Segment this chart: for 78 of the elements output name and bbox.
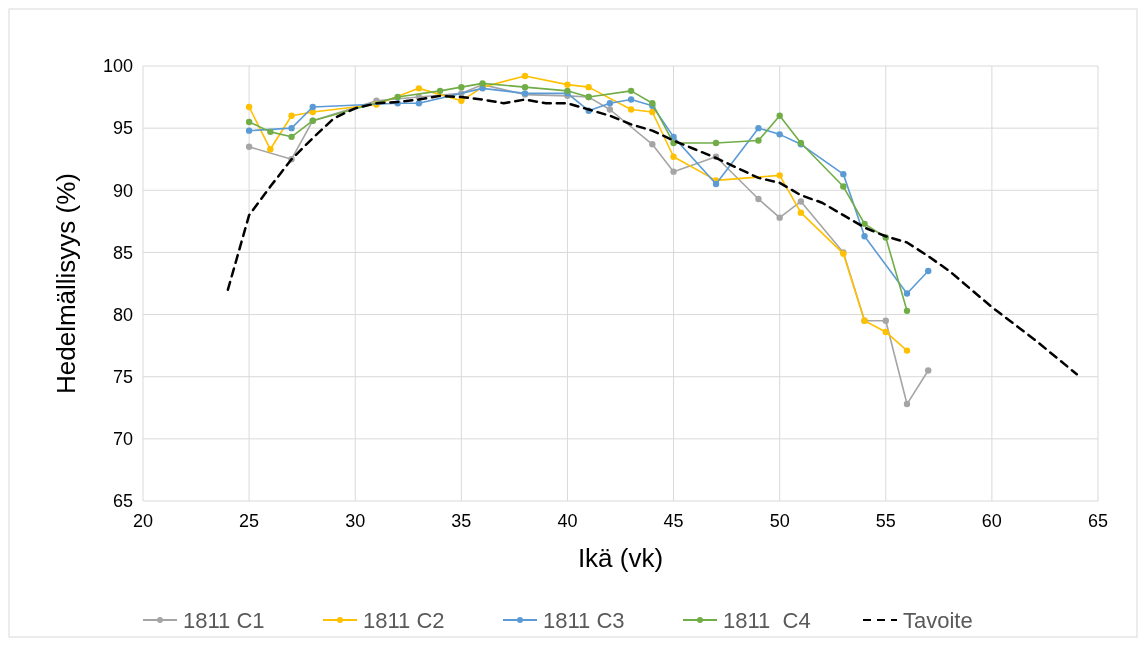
point <box>649 141 656 148</box>
x-tick-label: 65 <box>1087 511 1109 531</box>
y-tick-label: 70 <box>112 429 133 450</box>
x-tick-label: 25 <box>239 511 260 531</box>
point <box>882 317 889 324</box>
point <box>245 103 253 111</box>
point <box>458 97 465 104</box>
point <box>564 81 571 88</box>
point <box>755 124 762 132</box>
point <box>521 83 529 91</box>
point <box>776 112 783 119</box>
point <box>245 127 253 134</box>
point <box>861 220 868 228</box>
point <box>309 103 316 111</box>
x-tick-label: 20 <box>132 511 154 531</box>
point <box>925 267 932 275</box>
point <box>267 128 274 136</box>
y-tick-label: 85 <box>112 242 133 263</box>
y-tick-label: 75 <box>112 367 133 388</box>
point <box>245 143 253 150</box>
legend-label: 1811 C3 <box>543 607 625 633</box>
point <box>670 139 677 147</box>
point <box>755 137 762 144</box>
point <box>712 139 720 147</box>
point <box>840 183 847 190</box>
point <box>925 367 932 374</box>
point <box>288 112 295 119</box>
x-tick-label: 55 <box>875 511 896 531</box>
point <box>882 328 889 336</box>
point <box>903 347 911 354</box>
point <box>627 96 635 103</box>
point <box>245 118 253 126</box>
x-tick-label: 45 <box>663 511 684 531</box>
point <box>585 83 592 91</box>
point <box>288 124 295 132</box>
point <box>903 400 911 408</box>
x-tick-label: 30 <box>345 511 366 531</box>
point <box>627 106 635 113</box>
point <box>415 85 423 92</box>
point <box>840 170 847 178</box>
point <box>606 106 614 113</box>
y-tick-label: 80 <box>112 304 133 325</box>
point <box>776 131 783 138</box>
legend-label: 1811 C1 <box>183 607 265 633</box>
point <box>458 83 465 91</box>
point <box>755 195 762 203</box>
x-tick-label: 35 <box>451 511 472 531</box>
point <box>649 108 656 116</box>
x-axis-title: Ikä (vk) <box>577 543 664 573</box>
point <box>670 153 677 160</box>
legend-label: 1811 C2 <box>363 607 445 633</box>
point <box>776 172 783 179</box>
point <box>712 180 720 188</box>
point <box>861 233 868 240</box>
point <box>670 168 677 175</box>
point <box>521 72 529 80</box>
x-tick-label: 40 <box>557 511 578 531</box>
legend-label: 1811 C4 <box>723 607 811 633</box>
point <box>797 209 805 216</box>
y-tick-label: 95 <box>112 118 133 139</box>
point <box>627 87 635 95</box>
y-tick-label: 65 <box>112 491 133 512</box>
point <box>606 100 614 107</box>
point <box>797 198 805 205</box>
x-tick-label: 50 <box>769 511 790 531</box>
y-axis-title: Hedelmällisyys (%) <box>51 172 81 395</box>
legend-label: Tavoite <box>903 607 973 633</box>
x-tick-label: 60 <box>981 511 1002 531</box>
point <box>267 146 274 153</box>
point <box>394 93 401 101</box>
y-tick-label: 100 <box>102 56 133 77</box>
point <box>903 307 911 315</box>
point <box>415 100 423 107</box>
y-tick-label: 90 <box>112 180 133 201</box>
point <box>436 87 444 95</box>
point <box>776 214 783 221</box>
point <box>903 290 911 297</box>
point <box>288 133 295 141</box>
